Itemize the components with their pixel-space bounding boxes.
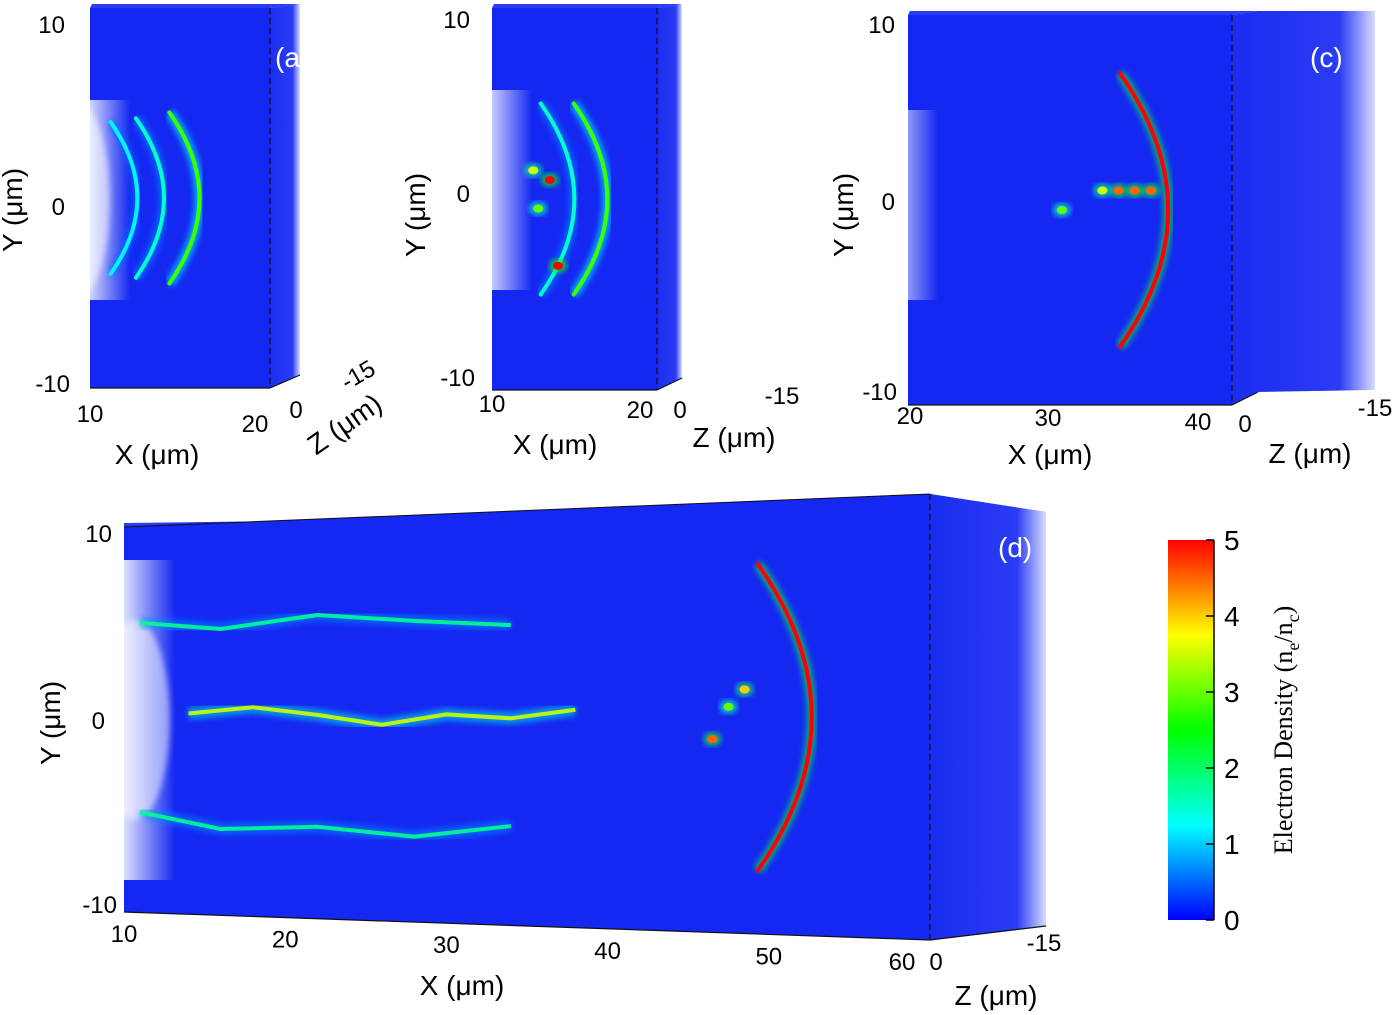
- panel-c-label: (c): [1310, 42, 1343, 73]
- panel-c-top-face: [908, 11, 1258, 15]
- panel-b-spot-3: [553, 261, 563, 270]
- panel-c-spot-5: [1056, 206, 1067, 214]
- panel-b-top-face: [492, 4, 682, 8]
- panel-d-xticks: 10 20 30 40 50 60: [111, 921, 916, 976]
- colorbar-ticks: 0 1 2 3 4 5: [1206, 525, 1240, 936]
- panel-d-ytick-bottom: -10: [82, 892, 117, 919]
- panel-d-xtick-4: 50: [755, 943, 782, 970]
- panel-a-ytick-mid: 0: [52, 194, 65, 221]
- panel-d-ztick-0: 0: [929, 949, 942, 976]
- panel-c-spot-2: [1129, 186, 1140, 195]
- panel-c-xtick-1: 30: [1035, 405, 1062, 432]
- panel-d: (d) 10 0 -10 Y (μm) 10 20 30 40 50 60 X (μm) …: [35, 493, 1062, 1011]
- panel-a-ytick-bottom: -10: [35, 371, 70, 398]
- panel-d-spot-6: [707, 735, 718, 744]
- colorbar-tick-label-1: 1: [1224, 829, 1240, 860]
- panel-d-side-face: [930, 494, 1046, 940]
- panel-c-arc-0: [1118, 71, 1171, 349]
- panel-c-z-label: Z (μm): [1269, 438, 1352, 469]
- panel-d-arc-0: [755, 562, 814, 873]
- panel-c-y-label: Y (μm): [828, 173, 859, 257]
- panel-a-arc-1: [133, 116, 166, 280]
- panel-a-x-label: X (μm): [115, 439, 200, 470]
- panel-c-ztick-1: -15: [1358, 395, 1393, 422]
- panel-a-side-face: [270, 4, 300, 388]
- panel-b-spot-5: [533, 204, 544, 213]
- panel-a: (a) 10 0 -10 Y (μm) 10 20 X (μm) 0 -15 Z…: [0, 4, 387, 470]
- panel-c-x-label: X (μm): [1008, 439, 1093, 470]
- panel-d-ytick-top: 10: [85, 521, 112, 548]
- panel-b-features: [524, 100, 613, 298]
- panel-d-features: [138, 561, 817, 874]
- panel-a-y-label: Y (μm): [0, 168, 28, 252]
- panel-d-xtick-3: 40: [594, 938, 621, 965]
- panel-c-spot-3: [1146, 186, 1156, 195]
- panel-d-label: (d): [998, 532, 1032, 563]
- panel-c: (c) 10 0 -10 Y (μm) 20 30 40 X (μm) 0 -1…: [828, 11, 1392, 470]
- colorbar-tick-label-0: 0: [1224, 905, 1240, 936]
- panel-d-x-label: X (μm): [420, 970, 505, 1001]
- colorbar-title: Electron Density (ne/nc): [1269, 606, 1303, 855]
- panel-a-xtick-0: 10: [77, 401, 104, 428]
- panel-c-features: [1052, 70, 1174, 350]
- colorbar: 0 1 2 3 4 5 Electron Density (ne/nc): [1168, 525, 1303, 936]
- panel-d-filament-2: [139, 612, 511, 631]
- panel-d-xtick-5: 60: [889, 949, 916, 976]
- panel-b-xtick-0: 10: [479, 391, 506, 418]
- panel-d-filament-1: [188, 705, 576, 727]
- panel-c-xtick-2: 40: [1185, 409, 1212, 436]
- panel-a-label: (a): [275, 42, 309, 73]
- panel-b: (b) 10 0 -10 Y (μm) 10 20 X (μm) 0 -15 Z…: [400, 4, 799, 460]
- colorbar-tick-label-5: 5: [1224, 525, 1240, 556]
- panel-c-xtick-0: 20: [897, 403, 924, 430]
- panel-a-arc-2: [108, 120, 140, 276]
- colorbar-tick-label-3: 3: [1224, 677, 1240, 708]
- colorbar-gradient: [1168, 540, 1214, 920]
- panel-c-spot-1: [1113, 186, 1124, 195]
- panel-d-spot-5: [739, 685, 750, 694]
- panel-d-z-label: Z (μm): [955, 980, 1038, 1011]
- panel-b-ytick-bottom: -10: [440, 365, 475, 392]
- panel-c-ytick-top: 10: [868, 12, 895, 39]
- panel-d-xtick-2: 30: [433, 932, 460, 959]
- panel-b-spot-4: [528, 166, 539, 175]
- panel-b-xtick-1: 20: [627, 397, 654, 424]
- panel-d-filament-3: [139, 810, 512, 839]
- panel-a-ztick-0: 0: [289, 397, 302, 424]
- colorbar-tick-label-4: 4: [1224, 601, 1240, 632]
- panel-c-spot-4: [1097, 186, 1108, 195]
- panel-d-spot-4: [723, 702, 734, 711]
- panel-b-ztick-0: 0: [673, 397, 686, 424]
- panel-d-ytick-mid: 0: [92, 708, 105, 735]
- panel-d-xtick-0: 10: [111, 921, 138, 948]
- panel-d-ztick-1: -15: [1027, 930, 1062, 957]
- panel-a-arc-0: [167, 110, 202, 286]
- panel-a-ytick-top: 10: [38, 12, 65, 39]
- panel-b-z-label: Z (μm): [693, 422, 776, 453]
- panel-a-z-label: Z (μm): [302, 388, 388, 461]
- panel-a-ztick-1: -15: [336, 355, 380, 396]
- panel-a-top-face: [90, 4, 300, 8]
- panel-b-ytick-top: 10: [443, 7, 470, 34]
- panel-b-spot-2: [544, 175, 555, 184]
- panel-d-y-label: Y (μm): [35, 681, 66, 765]
- panel-c-ytick-mid: 0: [882, 189, 895, 216]
- panel-b-y-label: Y (μm): [400, 173, 431, 257]
- panel-b-x-label: X (μm): [513, 429, 598, 460]
- panel-a-features: [106, 109, 205, 287]
- panel-b-arc-0: [571, 101, 610, 297]
- panel-b-label: (b): [704, 42, 738, 73]
- panel-b-side-face: [657, 4, 682, 390]
- panel-b-ztick-1: -15: [765, 383, 800, 410]
- panel-c-ztick-0: 0: [1238, 411, 1251, 438]
- panel-c-ytick-bottom: -10: [862, 379, 897, 406]
- panel-a-xtick-1: 20: [242, 411, 269, 438]
- panel-c-side-face: [1232, 11, 1375, 405]
- colorbar-tick-label-2: 2: [1224, 753, 1240, 784]
- panel-d-xtick-1: 20: [272, 927, 299, 954]
- panel-b-ytick-mid: 0: [457, 181, 470, 208]
